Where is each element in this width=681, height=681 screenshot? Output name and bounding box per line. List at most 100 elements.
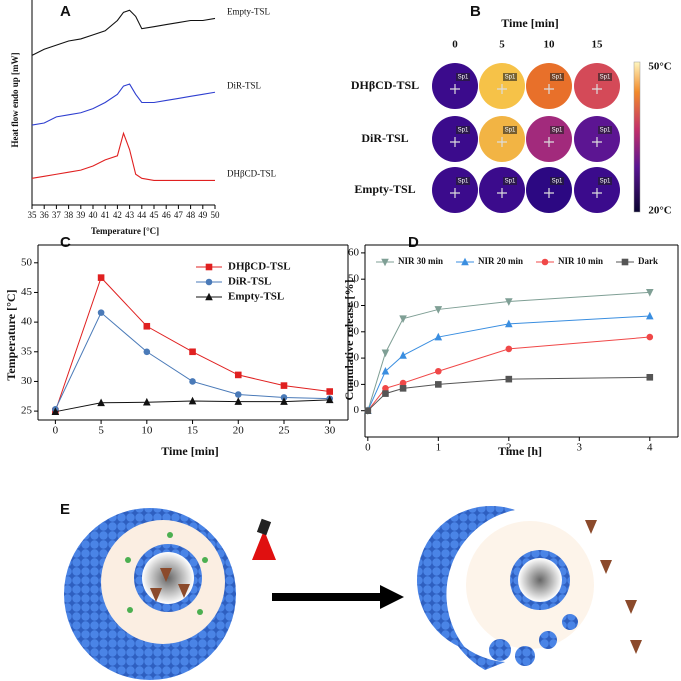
spot-box bbox=[456, 126, 470, 134]
x-tick-label: 0 bbox=[53, 425, 59, 437]
marker bbox=[382, 385, 389, 392]
spot-label: Sp1 bbox=[505, 75, 516, 81]
y-tick-label: 30 bbox=[21, 375, 33, 387]
crosshair bbox=[592, 137, 602, 147]
marker bbox=[51, 407, 60, 415]
spot-label: Sp1 bbox=[458, 75, 469, 81]
marker bbox=[434, 332, 443, 341]
y-tick-label: 35 bbox=[21, 345, 33, 357]
panel-letter: D bbox=[408, 234, 419, 251]
marker bbox=[97, 274, 105, 281]
marker bbox=[205, 263, 213, 271]
marker bbox=[97, 309, 105, 316]
spot-box bbox=[503, 126, 517, 134]
x-tick-label: 43 bbox=[125, 210, 135, 220]
row-label: DiR-TSL bbox=[361, 131, 408, 145]
x-tick-label: 41 bbox=[101, 210, 110, 220]
series-line bbox=[31, 83, 216, 126]
x-axis-title: Temperature [°C] bbox=[91, 226, 159, 236]
crosshair bbox=[592, 84, 602, 94]
x-axis-title: Time [min] bbox=[161, 444, 218, 458]
legend-label: NIR 30 min bbox=[398, 256, 443, 266]
x-tick-label: 46 bbox=[162, 210, 172, 220]
series-line bbox=[54, 311, 330, 410]
panel-letter: C bbox=[60, 234, 71, 251]
spot-label: Sp1 bbox=[505, 179, 516, 185]
marker bbox=[646, 333, 654, 341]
marker bbox=[435, 367, 442, 375]
series-label: Empty-TSL bbox=[227, 7, 270, 17]
marker bbox=[399, 385, 407, 392]
marker bbox=[541, 258, 549, 266]
crosshair bbox=[544, 188, 554, 198]
marker bbox=[505, 319, 513, 328]
x-tick-label: 5 bbox=[98, 425, 104, 437]
x-tick-label: 42 bbox=[113, 210, 122, 220]
marker bbox=[646, 373, 654, 381]
spot-box bbox=[550, 126, 564, 134]
x-tick-label: 50 bbox=[211, 210, 221, 220]
marker bbox=[381, 366, 390, 375]
series-line bbox=[31, 9, 216, 56]
marker bbox=[189, 348, 196, 356]
row-label: Empty-TSL bbox=[354, 182, 415, 196]
x-tick-label: 39 bbox=[76, 210, 86, 220]
spot-label: Sp1 bbox=[458, 179, 469, 185]
marker bbox=[97, 398, 105, 407]
x-tick-label: 2 bbox=[506, 442, 512, 454]
y-tick-label: 30 bbox=[348, 325, 360, 337]
y-axis-title: Cumulative release [%] bbox=[342, 279, 356, 400]
marker bbox=[234, 397, 243, 405]
marker bbox=[434, 306, 443, 314]
row-label: DHβCD-TSL bbox=[351, 78, 419, 92]
crosshair bbox=[544, 137, 554, 147]
x-tick-label: 30 bbox=[324, 425, 336, 437]
marker bbox=[399, 351, 407, 359]
marker bbox=[646, 289, 654, 297]
marker bbox=[326, 388, 334, 395]
marker bbox=[646, 311, 654, 320]
x-tick-label: 44 bbox=[137, 210, 147, 220]
series-line bbox=[367, 315, 650, 411]
spot-box bbox=[598, 126, 612, 134]
marker bbox=[188, 396, 197, 405]
series-label: DiR-TSL bbox=[227, 80, 261, 90]
x-tick-label: 3 bbox=[577, 442, 583, 454]
scale-max: 50°C bbox=[648, 61, 671, 73]
crosshair bbox=[497, 84, 507, 94]
legend-label: NIR 20 min bbox=[478, 256, 523, 266]
marker bbox=[325, 395, 334, 404]
legend-label: NIR 10 min bbox=[558, 256, 603, 266]
series-line bbox=[31, 131, 215, 181]
legend-label: Dark bbox=[638, 256, 658, 266]
y-tick-label: 40 bbox=[348, 299, 360, 311]
x-tick-label: 40 bbox=[89, 210, 99, 220]
y-tick-label: 40 bbox=[21, 316, 33, 328]
scale-min: 20°C bbox=[648, 205, 671, 217]
x-tick-label: 10 bbox=[141, 425, 153, 437]
spot-box bbox=[503, 73, 517, 81]
y-axis-title: Heat flow endo up [mW] bbox=[10, 53, 20, 148]
y-tick-label: 25 bbox=[21, 405, 33, 417]
marker bbox=[382, 390, 389, 397]
marker bbox=[205, 278, 213, 286]
legend-label: Empty-TSL bbox=[228, 291, 284, 303]
spot-box bbox=[550, 73, 564, 81]
marker bbox=[234, 391, 242, 398]
series-line bbox=[54, 276, 330, 412]
panel-letter: B bbox=[470, 3, 481, 20]
crosshair bbox=[592, 188, 602, 198]
spot-box bbox=[456, 73, 470, 81]
schematic bbox=[64, 506, 642, 680]
legend-label: DHβCD-TSL bbox=[228, 261, 291, 273]
x-tick-label: 15 bbox=[187, 425, 199, 437]
y-axis-title: Temperature [°C] bbox=[4, 289, 18, 380]
x-tick-label: 1 bbox=[436, 442, 442, 454]
spot-box bbox=[598, 73, 612, 81]
marker bbox=[505, 375, 513, 383]
x-tick-label: 48 bbox=[186, 210, 196, 220]
marker bbox=[381, 258, 389, 267]
marker bbox=[205, 292, 213, 301]
header: Time [min] bbox=[501, 16, 558, 30]
